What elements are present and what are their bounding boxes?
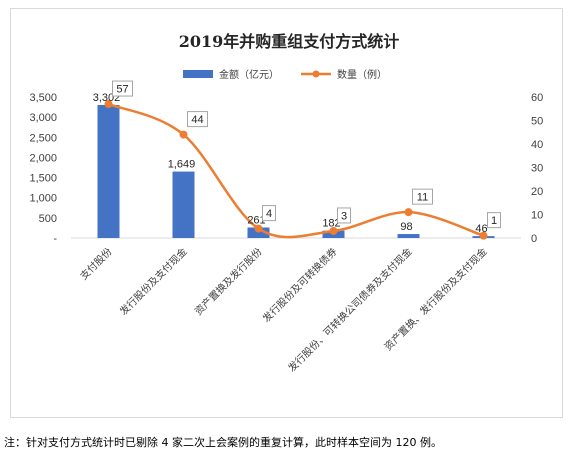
bar-data-label: 46	[475, 223, 487, 235]
bar-data-label: 1,649	[168, 159, 196, 171]
line-point	[404, 208, 413, 217]
y-right-tick-label: 60	[531, 92, 543, 104]
line-label-box	[187, 111, 208, 128]
y-left-tick-label: -	[53, 233, 57, 245]
line-point	[254, 224, 263, 233]
line-data-label: 4	[266, 208, 272, 220]
line-data-label: 11	[417, 192, 428, 204]
y-right-tick-label: 50	[531, 116, 543, 128]
bar-data-label: 182	[322, 218, 340, 230]
y-left-tick-label: 500	[39, 213, 57, 225]
legend-bar-swatch	[183, 70, 213, 78]
x-category-label: 支付股份	[77, 245, 114, 282]
bar	[247, 227, 270, 238]
line-point	[329, 226, 338, 235]
line-data-label: 3	[341, 210, 347, 222]
y-left-tick-label: 1,500	[29, 173, 57, 185]
legend-bar-label: 金额（亿元）	[219, 68, 279, 81]
line-label-box	[487, 212, 501, 229]
line-point	[104, 100, 113, 109]
line-point	[179, 130, 188, 139]
x-category-label: 发行股份、可转换公司债券及支付现金	[285, 245, 414, 374]
legend-line-marker	[312, 70, 320, 78]
chart-title: 2019年并购重组支付方式统计	[179, 32, 400, 51]
y-left-tick-label: 3,000	[29, 112, 57, 124]
y-left-tick-label: 2,000	[29, 152, 57, 164]
line-point	[479, 231, 488, 240]
line-data-label: 44	[191, 114, 203, 126]
y-right-tick-label: 30	[531, 163, 543, 175]
x-category-label: 发行股份及支付现金	[117, 245, 190, 318]
line-path	[108, 102, 484, 239]
y-left-tick-label: 1,000	[29, 193, 57, 205]
x-category-label: 资产置换及发行股份	[192, 245, 265, 318]
line-series	[104, 100, 488, 240]
line-data-label: 1	[491, 215, 497, 227]
line-label-box	[112, 80, 133, 97]
y-right-tick-label: 10	[531, 210, 543, 222]
bar-data-label: 261	[247, 214, 265, 226]
y-left-tick-label: 3,500	[29, 92, 57, 104]
y-right-tick-label: 0	[531, 233, 537, 245]
bar-series	[97, 104, 495, 239]
line-label-box	[412, 188, 433, 205]
bar-data-label: 98	[400, 221, 412, 233]
legend: 金额（亿元） 数量（例）	[183, 68, 387, 81]
chart-frame: 2019年并购重组支付方式统计 金额（亿元） 数量（例） -500 1,000 1,…	[10, 8, 563, 418]
line-data-label: 57	[116, 84, 128, 96]
bar	[172, 171, 195, 238]
chart-svg: 2019年并购重组支付方式统计 金额（亿元） 数量（例） -5001,0001,…	[29, 32, 543, 374]
y-axis-left: - 500 1,000 1,500 2,000 2,500 3,000 3,500	[29, 92, 57, 245]
bar	[97, 104, 120, 239]
x-axis-categories: 支付股份 发行股份及支付现金 资产置换及发行股份发行股份及可转换债券发行股份、可转换…	[77, 245, 489, 374]
footnote: 注：针对支付方式统计时已剔除 4 家二次上会案例的重复计算，此时样本空间为 12…	[4, 436, 442, 449]
legend-line-label: 数量（例）	[337, 68, 387, 81]
y-right-tick-label: 20	[531, 186, 543, 198]
y-right-tick-label: 40	[531, 139, 543, 151]
bar	[397, 234, 420, 238]
y-axis-right: 0 10 20 30 40 50 60	[531, 92, 543, 245]
line-label-box	[262, 205, 276, 222]
x-category-label: 发行股份及可转换债券	[260, 245, 340, 325]
y-left-tick-label: 2,500	[29, 132, 57, 144]
line-label-box	[337, 207, 351, 224]
